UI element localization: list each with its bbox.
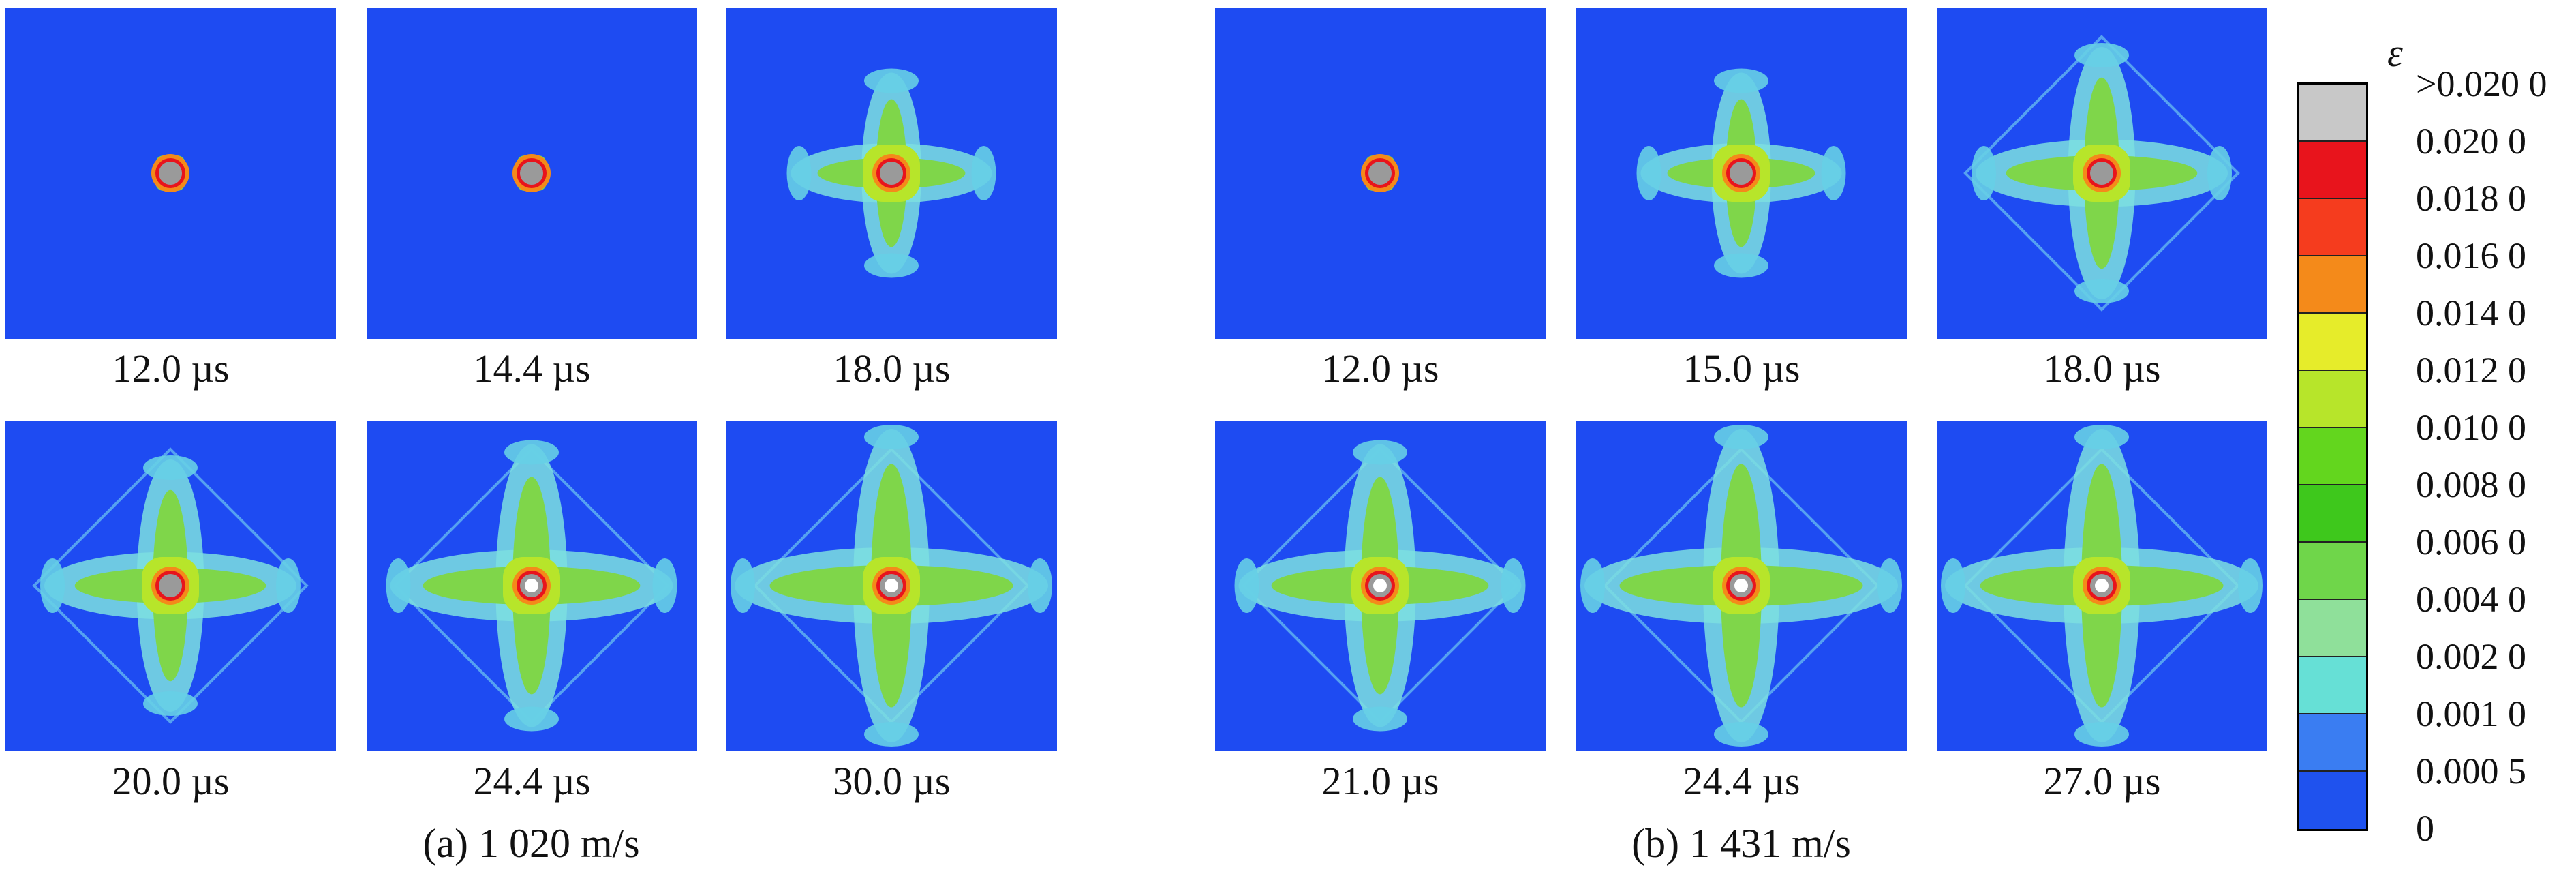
strain-contour-plot [151, 154, 189, 192]
contour-panel [1215, 421, 1546, 751]
time-label: 27.0 µs [2043, 759, 2161, 803]
colorbar-tick-label: 0.002 0 [2416, 636, 2526, 677]
colorbar-tick-label: 0.006 0 [2416, 522, 2526, 562]
strain-contour-plot [1941, 425, 2263, 747]
colorbar-band [2299, 314, 2366, 371]
colorbar-band [2299, 371, 2366, 428]
colorbar-band [2299, 85, 2366, 142]
contour-panel [5, 421, 336, 751]
colorbar-band [2299, 600, 2366, 657]
colorbar-band [2299, 543, 2366, 600]
group-caption: (b) 1 431 m/s [1631, 821, 1851, 866]
strain-colorbar [2297, 82, 2368, 831]
colorbar-tick-label: 0.001 0 [2416, 693, 2526, 734]
strain-contour-plot [1580, 425, 1902, 747]
strain-contour-plot [386, 440, 677, 732]
colorbar-band [2299, 428, 2366, 485]
colorbar-band [2299, 256, 2366, 314]
colorbar-tick-label: 0 [2416, 808, 2434, 849]
contour-panel [1215, 8, 1546, 339]
colorbar-tick-label: 0.008 0 [2416, 464, 2526, 505]
time-label: 24.4 µs [473, 759, 591, 803]
colorbar-tick-label: >0.020 0 [2416, 63, 2547, 104]
contour-panel [367, 421, 697, 751]
colorbar-band [2299, 485, 2366, 543]
colorbar-tick-label: 0.016 0 [2416, 235, 2526, 276]
time-label: 12.0 µs [1321, 346, 1439, 391]
contour-panel [726, 421, 1057, 751]
colorbar-band [2299, 657, 2366, 714]
colorbar-tick-label: 0.014 0 [2416, 292, 2526, 333]
strain-contour-plot [1361, 154, 1399, 192]
strain-contour-plot [1234, 440, 1526, 732]
time-label: 18.0 µs [833, 346, 951, 391]
contour-panel [1576, 421, 1907, 751]
contour-panel [1937, 421, 2267, 751]
time-label: 21.0 µs [1321, 759, 1439, 803]
strain-contour-plot [1963, 35, 2240, 312]
colorbar-tick-label: 0.000 5 [2416, 751, 2526, 792]
colorbar-tick-label: 0.004 0 [2416, 579, 2526, 620]
colorbar-tick-label: 0.018 0 [2416, 178, 2526, 219]
contour-panel [1937, 8, 2267, 339]
time-label: 20.0 µs [112, 759, 230, 803]
strain-contour-plot [786, 68, 996, 278]
time-label: 18.0 µs [2043, 346, 2161, 391]
contour-panel [1576, 8, 1907, 339]
strain-contour-plot [32, 447, 309, 724]
time-label: 15.0 µs [1683, 346, 1800, 391]
strain-contour-plot [731, 425, 1052, 747]
colorbar-band [2299, 199, 2366, 256]
colorbar-band [2299, 142, 2366, 199]
strain-contour-plot [512, 154, 551, 192]
contour-panel [367, 8, 697, 339]
time-label: 24.4 µs [1683, 759, 1800, 803]
time-label: 14.4 µs [473, 346, 591, 391]
contour-panel [726, 8, 1057, 339]
colorbar-tick-label: 0.012 0 [2416, 350, 2526, 391]
colorbar-tick-label: 0.020 0 [2416, 121, 2526, 162]
colorbar-tick-label: 0.010 0 [2416, 407, 2526, 448]
colorbar-band [2299, 714, 2366, 772]
colorbar-band [2299, 772, 2366, 829]
group-caption: (a) 1 020 m/s [423, 821, 640, 866]
time-label: 12.0 µs [112, 346, 230, 391]
contour-panel [5, 8, 336, 339]
colorbar-symbol: ε [2387, 31, 2403, 75]
strain-contour-plot [1636, 68, 1846, 278]
time-label: 30.0 µs [833, 759, 951, 803]
